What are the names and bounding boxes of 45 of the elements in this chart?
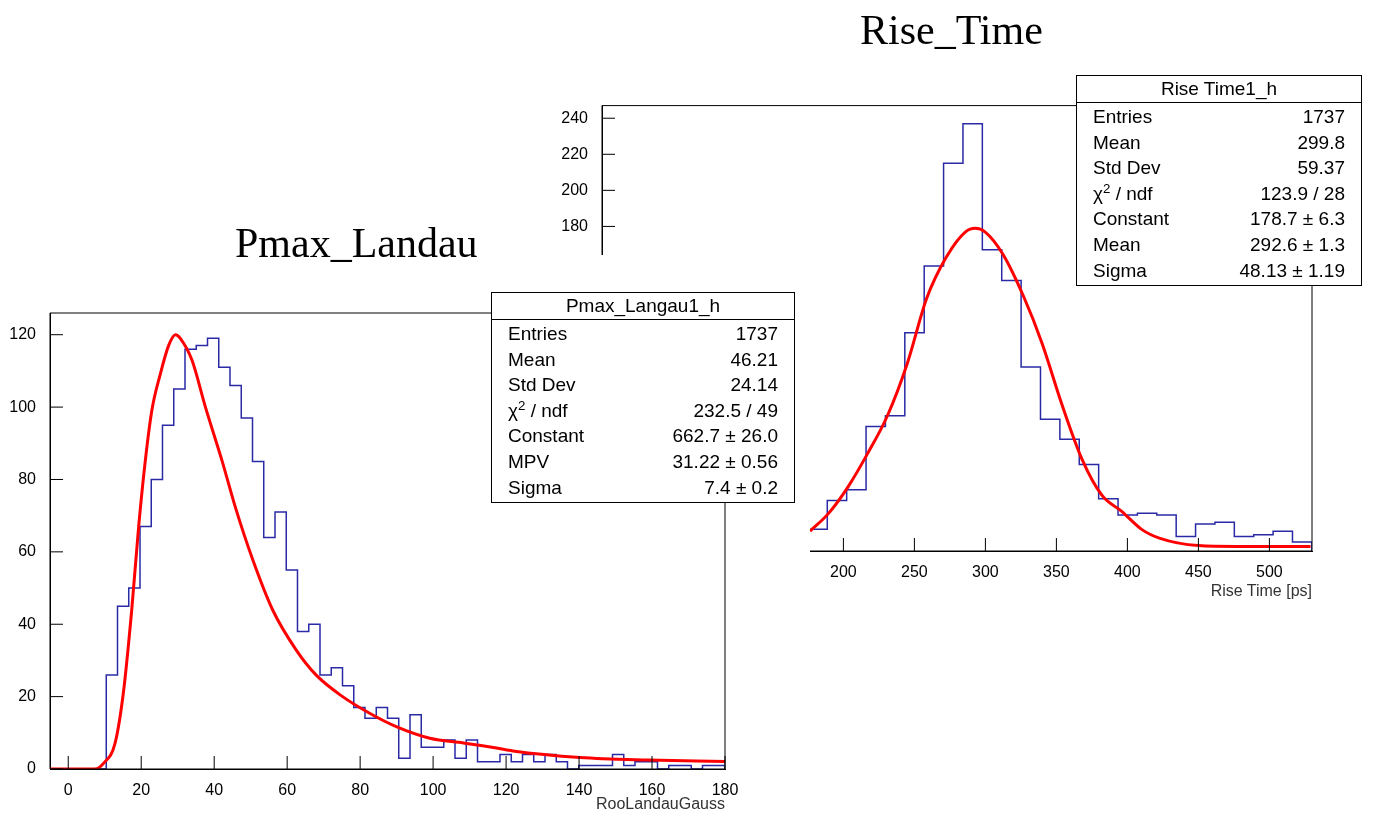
y-tick-label: 20 xyxy=(18,687,37,705)
x-tick-label: 300 xyxy=(972,563,999,581)
x-tick-label: 500 xyxy=(1256,563,1283,581)
x-tick-label: 140 xyxy=(565,781,593,799)
chart-title: Rise_Time xyxy=(860,6,1043,54)
chart-title: Pmax_Landau xyxy=(235,219,478,267)
text: Entries 1737 xyxy=(1093,106,1345,127)
text: Sigma 48.13 ± 1.19 xyxy=(1093,259,1345,281)
text: Entries 1737 xyxy=(508,323,778,344)
text: Rise Time1_h xyxy=(1077,76,1361,103)
y-tick-label: 200 xyxy=(561,180,589,198)
text: Std Dev 24.14 xyxy=(508,374,778,396)
x-tick-label: 400 xyxy=(1114,563,1141,581)
x-tick-label: 80 xyxy=(351,781,370,799)
x-tick-label: 450 xyxy=(1185,563,1212,581)
y-tick-label: 0 xyxy=(27,759,37,777)
text: Std Dev 59.37 xyxy=(1093,157,1345,179)
text: Mean 46.21 xyxy=(508,348,778,370)
text: χ$^{2}$ / ndf 123.9 / 28 xyxy=(1093,180,1345,204)
x-tick-label: 20 xyxy=(132,781,151,799)
x-tick-label: 350 xyxy=(1043,563,1070,581)
x-tick-label: 250 xyxy=(901,563,928,581)
x-tick-label: 40 xyxy=(205,781,224,799)
annotation: Pmax_Langau1_h xyxy=(492,293,794,320)
y-tick-label: 220 xyxy=(561,144,589,162)
x-tick-label: 100 xyxy=(419,781,447,799)
text: Constant 178.7 ± 6.3 xyxy=(1093,208,1345,230)
y-tick-label: 80 xyxy=(18,469,37,487)
text: Mean 292.6 ± 1.3 xyxy=(1093,233,1345,255)
text: χ$^{2}$ / ndf 232.5 / 49 xyxy=(508,397,778,421)
x-tick-label: 200 xyxy=(830,563,857,581)
x-axis-title: Rise Time [ps] xyxy=(1210,581,1312,599)
y-tick-label: 240 xyxy=(561,108,589,126)
x-tick-label: 0 xyxy=(63,781,73,799)
text: MPV 31.22 ± 0.56 xyxy=(508,450,778,472)
y-tick-label: 60 xyxy=(18,542,37,560)
x-tick-label: 60 xyxy=(278,781,297,799)
y-tick-label: 100 xyxy=(9,397,37,415)
x-tick-label: 120 xyxy=(492,781,520,799)
y-tick-label: 180 xyxy=(561,216,589,234)
y-tick-label: 120 xyxy=(9,325,37,343)
text: Sigma 7.4 ± 0.2 xyxy=(508,476,778,498)
y-tick-label: 40 xyxy=(18,614,37,632)
text: Constant 662.7 ± 26.0 xyxy=(508,425,778,447)
text: Mean 299.8 xyxy=(1093,131,1345,153)
